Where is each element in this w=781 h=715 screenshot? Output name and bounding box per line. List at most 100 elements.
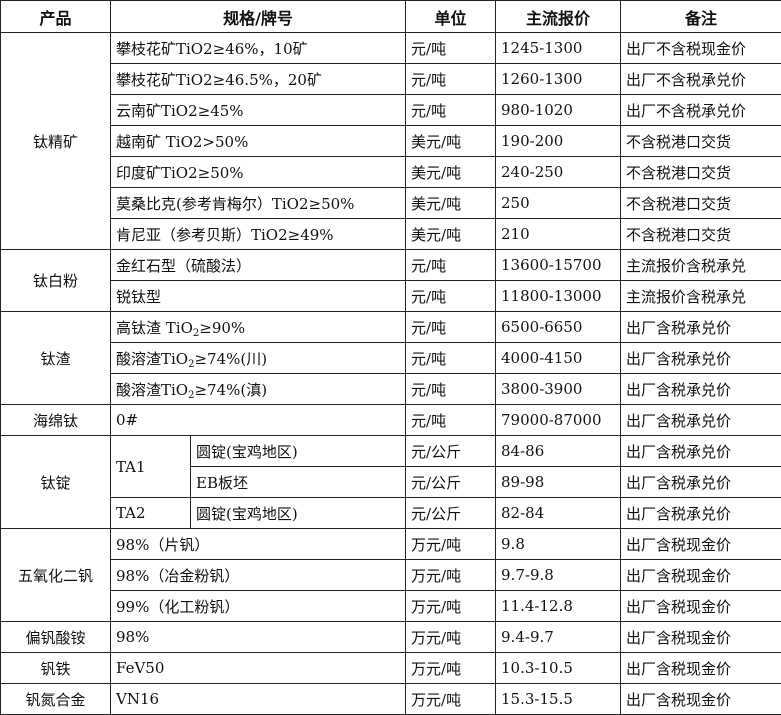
spec-text: 98%（片钒） bbox=[116, 536, 209, 554]
price-cell: 15.3-15.5 bbox=[496, 684, 621, 715]
spec-text: 锐钛型 bbox=[116, 288, 161, 306]
price-cell: 11.4-12.8 bbox=[496, 591, 621, 622]
spec-text: 攀枝花矿TiO2≥46%，10矿 bbox=[116, 40, 308, 58]
product-cell: 偏钒酸铵 bbox=[1, 622, 111, 653]
product-cell: 钛渣 bbox=[1, 312, 111, 405]
unit-cell: 美元/吨 bbox=[406, 219, 496, 250]
spec-text: 98% bbox=[116, 628, 149, 646]
spec-cell: 0# bbox=[111, 405, 406, 436]
note-cell: 出厂含税现金价 bbox=[621, 591, 781, 622]
spec-text-suffix: ≥90% bbox=[199, 319, 245, 337]
spec-text: 攀枝花矿TiO2≥46.5%，20矿 bbox=[116, 71, 322, 89]
price-cell: 6500-6650 bbox=[496, 312, 621, 343]
spec-cell: 圆锭(宝鸡地区) bbox=[191, 498, 406, 529]
unit-cell: 元/吨 bbox=[406, 343, 496, 374]
spec-cell: 酸溶渣TiO2≥74%(川) bbox=[111, 343, 406, 374]
unit-cell: 万元/吨 bbox=[406, 529, 496, 560]
note-cell: 主流报价含税承兑 bbox=[621, 281, 781, 312]
unit-cell: 元/公斤 bbox=[406, 436, 496, 467]
grade-cell: TA1 bbox=[111, 436, 191, 498]
spec-text: 肯尼亚（参考贝斯）TiO2≥49% bbox=[116, 226, 334, 244]
price-cell: 4000-4150 bbox=[496, 343, 621, 374]
note-cell: 出厂含税承兑价 bbox=[621, 343, 781, 374]
unit-cell: 万元/吨 bbox=[406, 560, 496, 591]
spec-text: 莫桑比克(参考肯梅尔）TiO2≥50% bbox=[116, 195, 354, 213]
unit-cell: 美元/吨 bbox=[406, 126, 496, 157]
unit-cell: 元/吨 bbox=[406, 64, 496, 95]
note-cell: 出厂不含税承兑价 bbox=[621, 95, 781, 126]
spec-text: 酸溶渣TiO bbox=[116, 381, 188, 399]
spec-text-suffix: ≥74%(滇) bbox=[194, 381, 267, 399]
price-cell: 1245-1300 bbox=[496, 33, 621, 64]
note-cell: 出厂含税现金价 bbox=[621, 684, 781, 715]
spec-text: 99%（化工粉钒） bbox=[116, 598, 239, 616]
spec-text: VN16 bbox=[116, 690, 159, 708]
unit-cell: 美元/吨 bbox=[406, 157, 496, 188]
spec-text: 98%（冶金粉钒） bbox=[116, 567, 239, 585]
grade-cell: TA2 bbox=[111, 498, 191, 529]
unit-cell: 元/吨 bbox=[406, 281, 496, 312]
price-cell: 9.4-9.7 bbox=[496, 622, 621, 653]
note-cell: 出厂含税承兑价 bbox=[621, 436, 781, 467]
spec-text: 圆锭(宝鸡地区) bbox=[196, 505, 298, 523]
product-cell: 钛白粉 bbox=[1, 250, 111, 312]
spec-cell: 98% bbox=[111, 622, 406, 653]
spec-cell: 云南矿TiO2≥45% bbox=[111, 95, 406, 126]
product-cell: 海绵钛 bbox=[1, 405, 111, 436]
spec-text: FeV50 bbox=[116, 659, 164, 677]
header-product: 产品 bbox=[1, 1, 111, 33]
unit-cell: 元/吨 bbox=[406, 95, 496, 126]
spec-text: 高钛渣 TiO bbox=[116, 319, 193, 337]
price-cell: 10.3-10.5 bbox=[496, 653, 621, 684]
unit-cell: 万元/吨 bbox=[406, 653, 496, 684]
spec-text: 印度矿TiO2≥50% bbox=[116, 164, 244, 182]
header-row: 产品 规格/牌号 单位 主流报价 备注 bbox=[1, 1, 781, 33]
spec-text: 圆锭(宝鸡地区) bbox=[196, 443, 298, 461]
spec-cell: 金红石型（硫酸法） bbox=[111, 250, 406, 281]
spec-cell: 99%（化工粉钒） bbox=[111, 591, 406, 622]
note-cell: 出厂含税承兑价 bbox=[621, 405, 781, 436]
spec-text-suffix: ≥74%(川) bbox=[194, 350, 267, 368]
spec-text: EB板坯 bbox=[196, 474, 248, 492]
unit-cell: 元/公斤 bbox=[406, 498, 496, 529]
spec-cell: EB板坯 bbox=[191, 467, 406, 498]
header-unit: 单位 bbox=[406, 1, 496, 33]
note-cell: 出厂不含税现金价 bbox=[621, 33, 781, 64]
spec-cell: 高钛渣 TiO2≥90% bbox=[111, 312, 406, 343]
note-cell: 不含税港口交货 bbox=[621, 157, 781, 188]
price-cell: 980-1020 bbox=[496, 95, 621, 126]
price-cell: 89-98 bbox=[496, 467, 621, 498]
price-cell: 1260-1300 bbox=[496, 64, 621, 95]
note-cell: 不含税港口交货 bbox=[621, 188, 781, 219]
note-cell: 出厂含税现金价 bbox=[621, 653, 781, 684]
spec-cell: 攀枝花矿TiO2≥46.5%，20矿 bbox=[111, 64, 406, 95]
product-cell: 钛锭 bbox=[1, 436, 111, 529]
price-cell: 9.7-9.8 bbox=[496, 560, 621, 591]
note-cell: 出厂含税现金价 bbox=[621, 529, 781, 560]
price-cell: 13600-15700 bbox=[496, 250, 621, 281]
unit-cell: 万元/吨 bbox=[406, 622, 496, 653]
product-cell: 钛精矿 bbox=[1, 33, 111, 250]
note-cell: 出厂含税承兑价 bbox=[621, 312, 781, 343]
spec-cell: 越南矿 TiO2>50% bbox=[111, 126, 406, 157]
spec-cell: 酸溶渣TiO2≥74%(滇) bbox=[111, 374, 406, 405]
spec-cell: 攀枝花矿TiO2≥46%，10矿 bbox=[111, 33, 406, 64]
spec-cell: 98%（冶金粉钒） bbox=[111, 560, 406, 591]
unit-cell: 万元/吨 bbox=[406, 591, 496, 622]
